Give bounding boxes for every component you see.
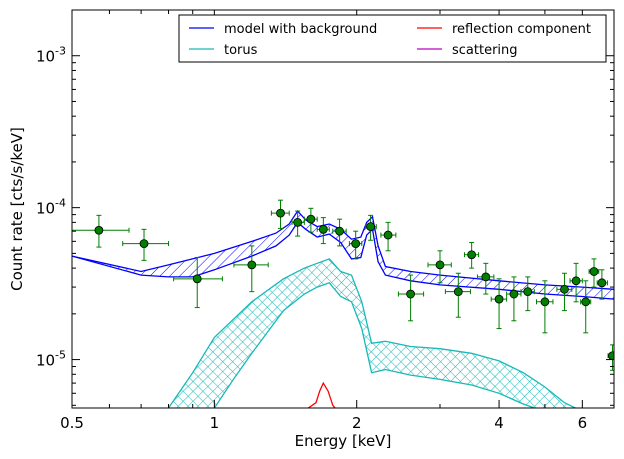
data-point-group [427,250,452,284]
data-point [435,260,445,270]
data-point [276,208,285,218]
data-point-group [506,276,522,322]
data-point-group [122,228,170,261]
data-point [406,289,415,299]
model-upper-line [72,209,614,290]
data-point-group [316,217,330,245]
legend-label-model: model with background [224,22,377,37]
data-point [560,284,569,294]
data-point-group [332,218,347,247]
y-tick-label: 10-4 [36,197,66,218]
data-point-group [556,272,573,312]
data-point [351,239,361,248]
data-point [581,297,591,307]
data-point [523,287,533,297]
data-point-group [173,256,223,309]
data-point-group [444,272,471,318]
data-points-layer [72,199,614,371]
data-point-group [490,278,508,330]
y-axis-label: Count rate [cts/s/keV] [8,127,26,291]
data-point-group [588,258,600,288]
torus-upper-line [167,258,576,408]
y-tick-mantissa: 10 [36,48,55,66]
data-point [571,276,581,286]
data-point [293,217,303,227]
data-point [453,287,463,297]
y-tick-mantissa: 10 [36,352,55,370]
data-point-group [72,214,130,248]
torus-lower-line [213,282,535,408]
data-point [481,272,491,282]
x-tick-label: 1 [210,414,220,432]
data-point-group [380,221,397,252]
x-tick-label: 2 [352,414,362,432]
data-point-group [348,230,363,260]
data-point-group [233,245,269,293]
y-tick-exponent: -3 [55,45,66,58]
data-point-group [476,262,495,295]
series-layer [72,209,614,408]
data-point [139,239,149,248]
data-point-group [303,207,318,233]
data-point [247,260,257,270]
data-point [494,294,504,304]
y-tick-mantissa: 10 [36,200,55,218]
axis-ticks: 0.5 1 2 4 610-510-410-3 [36,9,614,432]
data-point [540,297,550,307]
y-tick-label: 10-5 [36,349,66,370]
data-point [192,274,202,284]
data-point-group [463,241,480,269]
data-point [94,225,104,235]
data-point-group [596,269,608,300]
data-point [467,250,477,260]
data-point [509,289,519,299]
torus-band [168,258,576,408]
data-point [366,222,376,232]
data-point-group [291,210,305,237]
y-tick-label: 10-3 [36,45,66,66]
data-point-group [397,274,425,322]
y-tick-exponent: -4 [55,197,66,210]
data-point-group [365,214,377,241]
plot-area [72,10,614,408]
legend-label-scattering: scattering [452,43,518,58]
reflection-line [307,381,336,408]
legend-label-torus: torus [224,43,258,58]
data-point-group [569,262,583,303]
data-point [318,224,328,234]
data-point-group [536,280,554,334]
data-point-group [270,199,290,229]
legend-box [178,14,607,63]
plot-frame [71,9,615,409]
y-tick-exponent: -5 [55,349,66,362]
x-axis-label: Energy [keV] [295,432,392,450]
data-point [608,351,614,361]
data-point-group [580,280,592,334]
legend: model with background reflection compone… [178,14,607,63]
legend-label-reflection: reflection component [452,22,591,37]
x-tick-label: 6 [578,414,588,432]
model-lower-line [72,221,614,300]
x-tick-label: 0.5 [60,414,84,432]
data-point [597,278,607,288]
data-point [306,214,316,224]
data-point [383,230,393,240]
data-point [589,267,599,276]
data-point [335,226,344,236]
data-point-group [520,276,535,312]
x-tick-label: 4 [494,414,504,432]
model-band [72,211,614,300]
